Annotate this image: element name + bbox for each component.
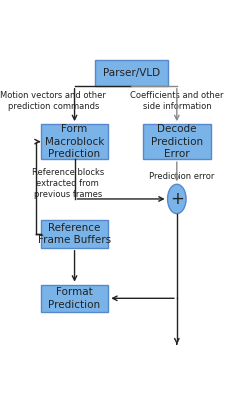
Text: +: + [170, 190, 184, 208]
Text: Reference
Frame Buffers: Reference Frame Buffers [38, 223, 111, 245]
Text: Motion vectors and other
prediction commands: Motion vectors and other prediction comm… [0, 91, 106, 111]
FancyBboxPatch shape [41, 220, 108, 248]
Circle shape [168, 184, 186, 214]
FancyBboxPatch shape [41, 124, 108, 159]
Text: Parser/VLD: Parser/VLD [103, 68, 160, 78]
Text: Form
Macroblock
Prediction: Form Macroblock Prediction [45, 124, 104, 159]
Text: Decode
Prediction
Error: Decode Prediction Error [151, 124, 203, 159]
FancyBboxPatch shape [95, 60, 168, 86]
Text: Coefficients and other
side information: Coefficients and other side information [130, 91, 224, 111]
Text: Reference blocks
extracted from
previous frames: Reference blocks extracted from previous… [32, 168, 104, 199]
FancyBboxPatch shape [41, 285, 108, 312]
Text: Prediction error: Prediction error [149, 172, 214, 181]
Text: Format
Prediction: Format Prediction [49, 287, 101, 310]
FancyBboxPatch shape [143, 124, 211, 159]
